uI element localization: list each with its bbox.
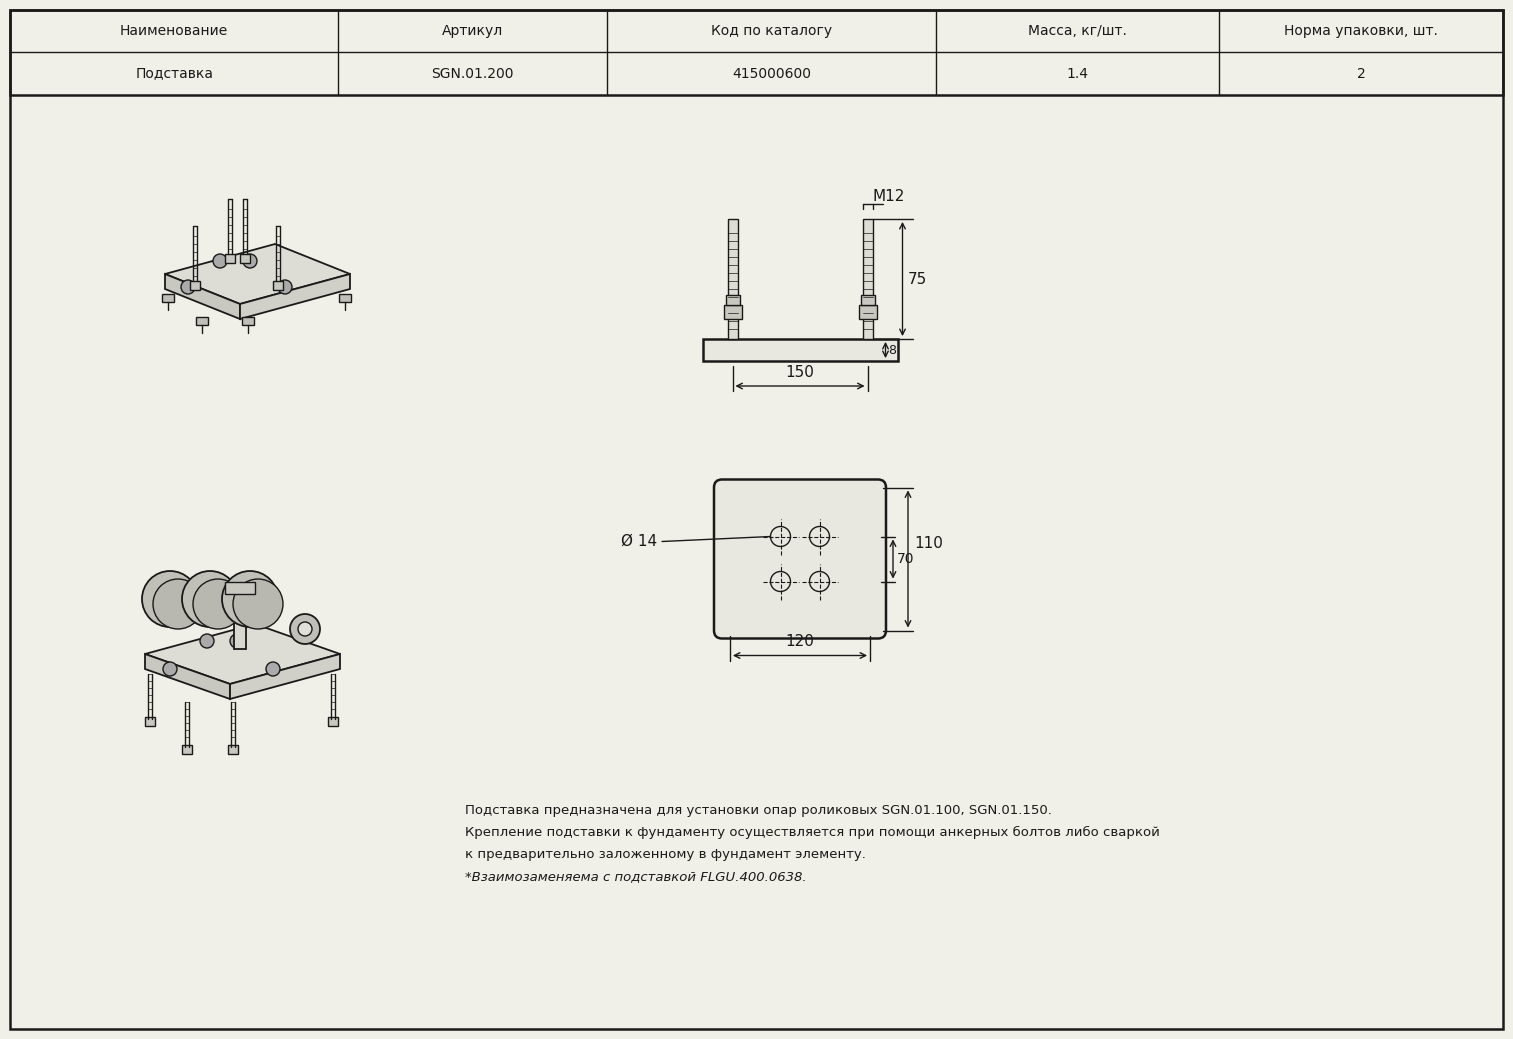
Circle shape — [244, 593, 256, 605]
Text: 75: 75 — [908, 271, 927, 287]
Circle shape — [278, 279, 292, 294]
Bar — [225, 254, 235, 263]
Text: Наименование: Наименование — [120, 24, 228, 38]
Text: 2: 2 — [1357, 66, 1366, 80]
Circle shape — [266, 662, 280, 676]
Circle shape — [142, 571, 198, 627]
Circle shape — [233, 579, 283, 629]
Circle shape — [204, 593, 216, 605]
Bar — [235, 589, 247, 649]
Circle shape — [153, 579, 203, 629]
Bar — [225, 582, 256, 594]
Text: Крепление подставки к фундаменту осуществляется при помощи анкерных болтов либо : Крепление подставки к фундаменту осущест… — [464, 826, 1160, 840]
Bar — [191, 281, 200, 290]
Circle shape — [197, 585, 224, 613]
Bar — [182, 745, 192, 754]
Circle shape — [163, 662, 177, 676]
Text: 150: 150 — [785, 365, 814, 380]
Circle shape — [182, 279, 195, 294]
Text: Норма упаковки, шт.: Норма упаковки, шт. — [1285, 24, 1437, 38]
Bar — [145, 717, 154, 726]
Text: Ø 14: Ø 14 — [620, 534, 657, 549]
Circle shape — [290, 614, 321, 644]
Bar — [272, 281, 283, 290]
Bar — [726, 295, 740, 305]
Text: 1.4: 1.4 — [1067, 66, 1088, 80]
Bar — [862, 219, 873, 339]
Circle shape — [236, 585, 263, 613]
Bar — [723, 305, 741, 319]
Text: 110: 110 — [914, 536, 943, 552]
Circle shape — [230, 634, 244, 648]
Polygon shape — [145, 624, 340, 684]
Bar — [228, 745, 238, 754]
Text: 70: 70 — [897, 552, 914, 566]
Circle shape — [222, 571, 278, 627]
Text: Артикул: Артикул — [442, 24, 504, 38]
Polygon shape — [241, 274, 350, 319]
Polygon shape — [165, 244, 350, 304]
Text: Подставка: Подставка — [135, 66, 213, 80]
Text: к предварительно заложенному в фундамент элементу.: к предварительно заложенному в фундамент… — [464, 848, 865, 861]
Text: Подставка предназначена для установки опар роликовых SGN.01.100, SGN.01.150.: Подставка предназначена для установки оп… — [464, 804, 1052, 817]
Circle shape — [200, 634, 213, 648]
Polygon shape — [145, 654, 230, 699]
Circle shape — [163, 593, 176, 605]
Bar — [197, 317, 207, 325]
Text: Масса, кг/шт.: Масса, кг/шт. — [1027, 24, 1127, 38]
Polygon shape — [230, 654, 340, 699]
Text: SGN.01.200: SGN.01.200 — [431, 66, 514, 80]
Circle shape — [182, 571, 238, 627]
Bar — [339, 294, 351, 302]
Bar — [702, 339, 897, 361]
Bar — [861, 295, 875, 305]
Bar — [328, 717, 337, 726]
Text: 415000600: 415000600 — [732, 66, 811, 80]
Bar — [858, 305, 876, 319]
Text: Код по каталогу: Код по каталогу — [711, 24, 832, 38]
Text: *Взаимозаменяема с подставкой FLGU.400.0638.: *Взаимозаменяема с подставкой FLGU.400.0… — [464, 870, 806, 883]
Polygon shape — [165, 274, 241, 319]
Bar — [162, 294, 174, 302]
Circle shape — [244, 254, 257, 268]
Bar — [242, 317, 254, 325]
Text: М12: М12 — [873, 189, 905, 204]
Circle shape — [194, 579, 244, 629]
Text: 120: 120 — [785, 635, 814, 649]
Circle shape — [156, 585, 185, 613]
Circle shape — [298, 622, 312, 636]
Bar — [11, 10, 1502, 95]
Text: 8: 8 — [888, 344, 897, 356]
Bar — [728, 219, 737, 339]
Circle shape — [213, 254, 227, 268]
Bar — [241, 254, 250, 263]
FancyBboxPatch shape — [714, 480, 887, 639]
